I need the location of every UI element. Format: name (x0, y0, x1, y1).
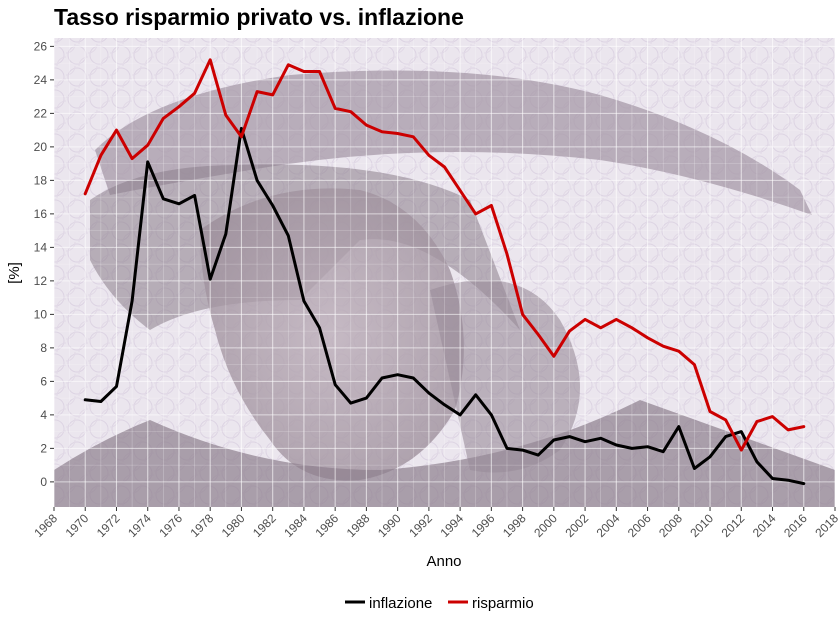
y-tick-label: 18 (34, 173, 48, 187)
y-tick-label: 12 (34, 274, 48, 288)
y-tick-label: 4 (40, 408, 47, 422)
x-tick-label: 2000 (531, 511, 560, 540)
x-tick-label: 1980 (219, 511, 248, 540)
x-tick-label: 1998 (500, 511, 529, 540)
series-lines (83, 58, 806, 486)
x-tick-label: 2014 (750, 511, 779, 540)
legend-label-risparmio: risparmio (472, 595, 534, 612)
y-tick-label: 14 (34, 240, 48, 254)
y-tick-label: 20 (34, 140, 48, 154)
x-tick-label: 1988 (344, 511, 373, 540)
x-tick-label: 2016 (781, 511, 810, 540)
chart-title: Tasso risparmio privato vs. inflazione (54, 4, 464, 30)
x-tick-label: 1974 (125, 511, 154, 540)
x-tick-label: 1982 (250, 511, 279, 540)
x-axis-title: Anno (426, 553, 461, 570)
x-tick-label: 1990 (375, 511, 404, 540)
x-tick-label: 1968 (31, 511, 60, 540)
x-tick-label: 2018 (812, 511, 840, 540)
y-tick-label: 26 (34, 39, 48, 53)
x-tick-label: 2002 (562, 511, 591, 540)
y-tick-label: 0 (40, 475, 47, 489)
y-tick-label: 6 (40, 374, 47, 388)
y-tick-label: 16 (34, 207, 48, 221)
x-tick-label: 1970 (63, 511, 92, 540)
y-axis-title: [%] (6, 262, 23, 284)
y-tick-label: 10 (34, 307, 48, 321)
x-tick-label: 2006 (625, 511, 654, 540)
x-tick-label: 2004 (594, 511, 623, 540)
y-tick-label: 8 (40, 341, 47, 355)
x-tick-label: 1992 (406, 511, 435, 540)
x-tick-label: 2012 (719, 511, 748, 540)
x-tick-label: 1972 (94, 511, 123, 540)
x-tick-label: 1976 (156, 511, 185, 540)
legend: inflazione risparmio (345, 595, 534, 612)
y-tick-label: 24 (34, 73, 48, 87)
legend-label-inflazione: inflazione (369, 595, 432, 612)
y-tick-label: 2 (40, 441, 47, 455)
x-tick-label: 1996 (469, 511, 498, 540)
x-tick-label: 2010 (687, 511, 716, 540)
series-line-inflazione (83, 126, 806, 486)
x-tick-label: 1994 (437, 511, 466, 540)
x-tick-label: 1986 (312, 511, 341, 540)
x-tick-label: 1984 (281, 511, 310, 540)
series-line-risparmio (83, 58, 806, 452)
x-tick-label: 1978 (188, 511, 217, 540)
x-tick-label: 2008 (656, 511, 685, 540)
y-tick-label: 22 (34, 106, 48, 120)
